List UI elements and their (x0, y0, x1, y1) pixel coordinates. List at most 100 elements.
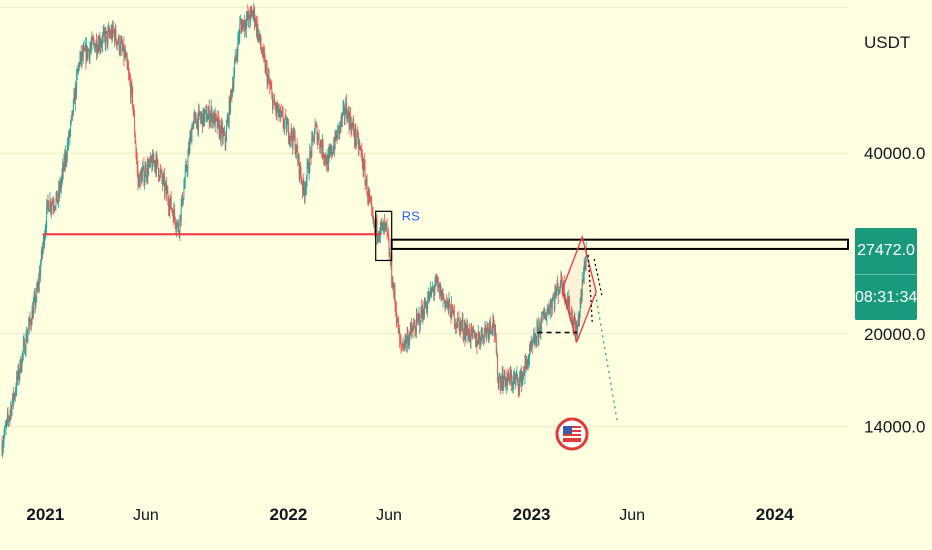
candle-body (430, 288, 432, 295)
candle-body (125, 55, 127, 57)
candle-body (84, 48, 86, 51)
candle-body (409, 326, 411, 335)
candle-body (417, 317, 419, 319)
candle-body (567, 299, 569, 308)
candle-body (399, 330, 401, 340)
candle-body (6, 419, 8, 425)
candle-body (38, 282, 40, 285)
candle-body (407, 334, 409, 346)
candle-body (133, 111, 135, 116)
candle-body (96, 40, 98, 53)
candle-body (152, 154, 154, 170)
candle-body (13, 394, 15, 401)
candle-body (62, 166, 64, 174)
candle-body (217, 118, 219, 128)
candle-body (234, 55, 236, 65)
candle-body (79, 57, 81, 66)
candle-body (308, 162, 309, 173)
candle-body (312, 134, 313, 139)
y-tick-label: 14000.0 (864, 418, 925, 437)
candle-body (225, 140, 227, 143)
candle-body (272, 93, 273, 109)
candle-body (485, 327, 487, 329)
candle-body (213, 112, 215, 123)
candle-body (381, 223, 383, 225)
candle-body (196, 118, 198, 129)
candle-body (290, 129, 292, 139)
candle-body (416, 315, 418, 318)
candle-body (311, 138, 313, 157)
candle-body (24, 350, 26, 354)
us-flag-icon[interactable] (555, 417, 589, 451)
candle-body (164, 176, 166, 192)
candle-body (87, 49, 89, 58)
candle-body (563, 281, 565, 299)
candle-body (212, 115, 213, 124)
candle-body (136, 160, 138, 169)
candle-body (585, 249, 587, 263)
candle-body (504, 370, 506, 380)
candle-body (256, 24, 258, 33)
candle-body (226, 126, 227, 141)
candle-body (371, 208, 373, 215)
candle-body (583, 274, 585, 283)
candle-body (22, 352, 24, 355)
candle-body (335, 132, 337, 140)
candle-body (76, 73, 78, 94)
candle-body (124, 51, 126, 57)
candle-body (284, 116, 286, 122)
candle-body (244, 20, 246, 27)
candle-body (324, 157, 325, 160)
candle-body (396, 321, 398, 323)
candle-body (220, 125, 221, 140)
candle-body (210, 108, 212, 114)
candle-body (155, 160, 157, 171)
candle-body (397, 318, 399, 334)
candle-body (493, 323, 495, 334)
candle-body (579, 311, 581, 322)
candle-body (232, 85, 234, 87)
candle-body (351, 123, 353, 132)
candle-body (566, 299, 568, 303)
candle-body (392, 283, 394, 288)
candle-body (216, 117, 218, 128)
candle-body (357, 135, 359, 149)
candle-body (465, 327, 467, 338)
candle-body (100, 45, 102, 48)
candle-body (243, 20, 245, 31)
candle-body (234, 64, 235, 76)
candle-body (153, 160, 155, 163)
candle-body (28, 317, 30, 326)
candle-body (203, 108, 205, 123)
candle-body (473, 329, 475, 333)
candle-body (7, 414, 9, 419)
candle-body (366, 178, 368, 196)
candle-body (149, 159, 151, 163)
candle-body (171, 209, 173, 211)
candle-body (93, 40, 95, 44)
candle-body (389, 255, 391, 256)
candle-body (63, 157, 65, 171)
candle-body (523, 372, 525, 374)
candle-body (142, 166, 144, 170)
candle-body (459, 321, 461, 332)
candle-body (67, 144, 69, 146)
candle-body (205, 109, 207, 111)
candle-body (495, 329, 497, 340)
candle-body (412, 327, 414, 333)
candle-body (20, 368, 22, 372)
candle-body (340, 116, 342, 126)
candle-body (129, 77, 131, 83)
candle-body (8, 417, 10, 420)
candle-body (182, 195, 184, 205)
candle-body (390, 260, 392, 265)
candle-body (309, 151, 311, 171)
candle-body (450, 317, 452, 320)
candle-body (492, 317, 494, 329)
candle-body (323, 156, 325, 158)
candle-body (179, 215, 181, 233)
candle-body (194, 115, 196, 117)
candle-body (395, 309, 397, 322)
candle-body (283, 124, 285, 127)
